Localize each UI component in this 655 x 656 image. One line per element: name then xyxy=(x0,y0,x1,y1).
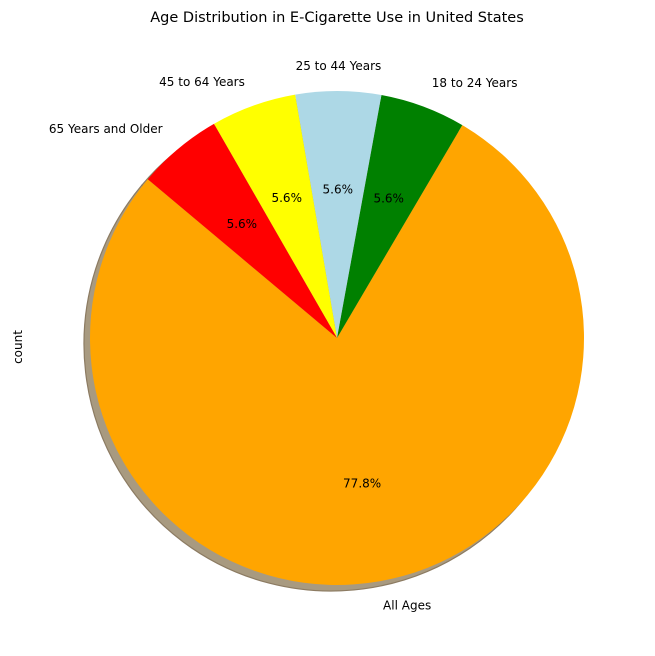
slice-25-to-44-years xyxy=(295,91,382,339)
slice-65-years-and-older xyxy=(147,123,337,339)
slice-label-all-ages: All Ages xyxy=(383,598,431,612)
slice-percent-25-to-44-years: 5.6% xyxy=(323,182,354,196)
slice-18-to-24-years xyxy=(337,95,463,339)
slice-percent-18-to-24-years: 5.6% xyxy=(373,192,404,206)
chart-title: Age Distribution in E-Cigarette Use in U… xyxy=(150,10,524,26)
slice-label-18-to-24-years: 18 to 24 Years xyxy=(432,76,518,90)
y-axis-label: count xyxy=(11,330,25,364)
pie-slices xyxy=(89,91,584,586)
slice-45-to-64-years xyxy=(213,94,337,338)
pie-labels: All Ages 77.8% 18 to 24 Years 5.6% 25 to 44 … xyxy=(49,59,518,612)
slice-label-65-years-and-older: 65 Years and Older xyxy=(49,122,163,136)
slice-label-45-to-64-years: 45 to 64 Years xyxy=(159,75,245,89)
slice-percent-all-ages: 77.8% xyxy=(343,477,381,491)
slice-all-ages xyxy=(89,125,584,586)
slice-percent-65-years-and-older: 5.6% xyxy=(227,217,258,231)
slice-label-25-to-44-years: 25 to 44 Years xyxy=(296,59,382,73)
slice-percent-45-to-64-years: 5.6% xyxy=(271,191,302,205)
